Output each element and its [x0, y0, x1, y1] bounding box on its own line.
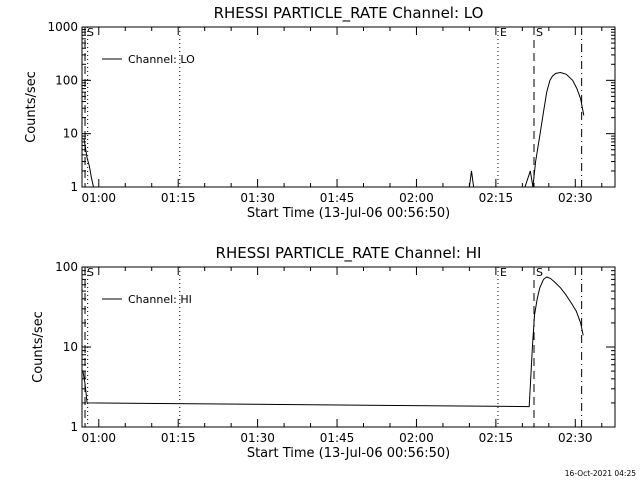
- y-tick-label: 1: [70, 420, 78, 434]
- x-axis-label: Start Time (13-Jul-06 00:56:50): [247, 206, 450, 221]
- lo-channel-panel: RHESSI PARTICLE_RATE Channel: LO S E S 01:00…: [24, 4, 616, 221]
- x-tick-label: 01:00: [81, 431, 116, 445]
- chart-title: RHESSI PARTICLE_RATE Channel: HI: [216, 244, 482, 263]
- event-marker-label: E: [500, 266, 507, 279]
- y-tick-label: 100: [55, 73, 78, 87]
- y-axis-label: Counts/sec: [24, 71, 39, 143]
- x-tick-label: 01:30: [240, 431, 275, 445]
- event-marker-label: S: [87, 26, 94, 39]
- series-line: [82, 276, 584, 408]
- x-tick-label: 01:15: [161, 191, 196, 205]
- chart-title: RHESSI PARTICLE_RATE Channel: LO: [214, 4, 484, 23]
- event-marker-label: S: [87, 266, 94, 279]
- x-tick-label: 02:30: [558, 431, 593, 445]
- x-tick-label: 01:45: [320, 431, 355, 445]
- y-tick-label: 10: [63, 127, 78, 141]
- event-marker-label: E: [500, 26, 507, 39]
- x-tick-label: 02:15: [479, 431, 514, 445]
- y-tick-label: 1: [70, 180, 78, 194]
- y-tick-label: 1000: [47, 20, 78, 34]
- legend-label: Channel: LO: [128, 53, 195, 66]
- legend-label: Channel: HI: [128, 293, 192, 306]
- x-tick-label: 01:45: [320, 191, 355, 205]
- event-marker-label: S: [536, 266, 543, 279]
- plot-frame: [81, 26, 616, 188]
- x-axis-label: Start Time (13-Jul-06 00:56:50): [247, 446, 450, 461]
- generation-timestamp: 16-Oct-2021 04:25: [565, 469, 636, 478]
- y-tick-label: 100: [55, 260, 78, 274]
- x-tick-label: 01:15: [161, 431, 196, 445]
- x-tick-label: 01:00: [81, 191, 116, 205]
- x-tick-label: 02:15: [479, 191, 514, 205]
- plot-frame: [81, 266, 616, 428]
- y-tick-label: 10: [63, 340, 78, 354]
- x-tick-label: 02:30: [558, 191, 593, 205]
- hi-channel-panel: RHESSI PARTICLE_RATE Channel: HI S E S 01:00…: [31, 244, 616, 461]
- event-marker-label: S: [536, 26, 543, 39]
- x-tick-label: 01:30: [240, 191, 275, 205]
- x-tick-label: 02:00: [399, 191, 434, 205]
- y-axis-label: Counts/sec: [31, 311, 46, 383]
- series-line: [83, 71, 585, 188]
- x-tick-label: 02:00: [399, 431, 434, 445]
